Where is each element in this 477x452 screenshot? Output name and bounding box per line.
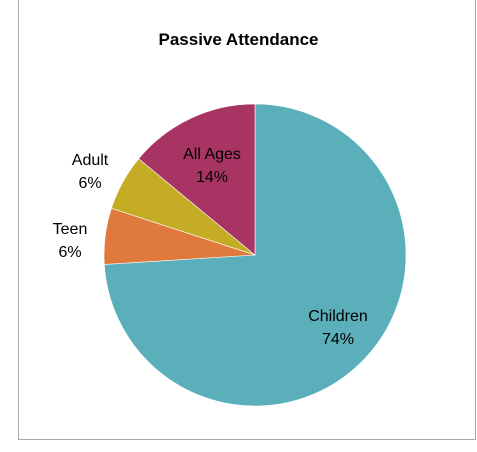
slice-percent: 6%	[58, 244, 82, 261]
slice-name: Children	[308, 308, 368, 325]
slice-percent: 74%	[321, 331, 355, 348]
chart-title: Passive Attendance	[158, 30, 319, 49]
slice-label-adult: Adult 6%	[45, 149, 135, 195]
slice-label-all-ages: All Ages 14%	[167, 143, 257, 189]
slice-percent: 14%	[195, 169, 229, 186]
pie-slice-all-ages	[138, 103, 256, 256]
slice-name: Adult	[71, 152, 109, 169]
slice-label-teen: Teen 6%	[25, 218, 115, 264]
slice-percent: 6%	[78, 175, 102, 192]
slice-name: All Ages	[183, 146, 241, 163]
slice-name: Teen	[52, 221, 88, 238]
slice-label-children: Children 74%	[293, 305, 383, 351]
